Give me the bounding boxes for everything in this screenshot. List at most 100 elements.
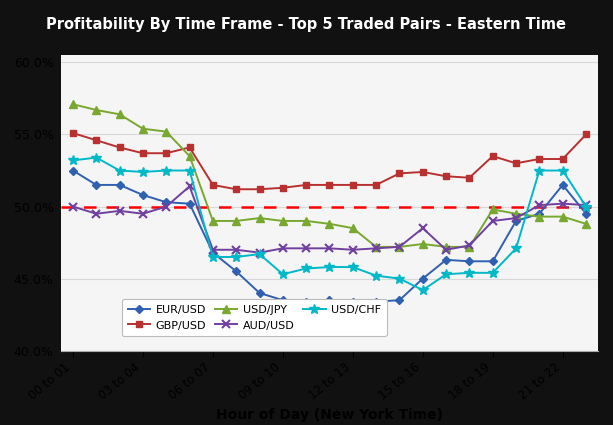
GBP/USD (349, 182, 357, 187)
EUR/USD (419, 276, 427, 281)
EUR/USD (512, 218, 520, 224)
USD/CHF (582, 204, 590, 209)
GBP/USD (162, 151, 170, 156)
USD/JPY (279, 218, 286, 224)
EUR/USD (139, 193, 147, 198)
USD/CHF (373, 273, 380, 278)
EUR/USD (396, 298, 403, 303)
USD/JPY (69, 102, 77, 107)
AUD/USD (466, 243, 473, 248)
EUR/USD (116, 182, 123, 187)
GBP/USD (396, 171, 403, 176)
X-axis label: Hour of Day (New York Time): Hour of Day (New York Time) (216, 408, 443, 422)
AUD/USD (489, 218, 497, 224)
AUD/USD (93, 211, 100, 216)
AUD/USD (326, 246, 333, 251)
AUD/USD (582, 203, 590, 208)
EUR/USD (373, 299, 380, 304)
AUD/USD (209, 247, 216, 252)
GBP/USD (559, 156, 566, 162)
EUR/USD (443, 257, 450, 262)
GBP/USD (302, 182, 310, 187)
Line: USD/JPY: USD/JPY (69, 100, 590, 251)
GBP/USD (536, 156, 543, 162)
USD/CHF (396, 276, 403, 281)
USD/JPY (116, 112, 123, 117)
USD/CHF (419, 288, 427, 293)
GBP/USD (232, 187, 240, 192)
EUR/USD (209, 250, 216, 255)
AUD/USD (419, 226, 427, 231)
USD/CHF (302, 266, 310, 271)
USD/JPY (559, 214, 566, 219)
AUD/USD (69, 204, 77, 209)
Line: GBP/USD: GBP/USD (70, 130, 589, 193)
USD/JPY (466, 244, 473, 249)
EUR/USD (559, 182, 566, 187)
AUD/USD (559, 201, 566, 206)
EUR/USD (162, 200, 170, 205)
EUR/USD (186, 201, 193, 206)
EUR/USD (279, 298, 286, 303)
AUD/USD (536, 203, 543, 208)
AUD/USD (512, 215, 520, 221)
USD/JPY (443, 244, 450, 249)
EUR/USD (466, 259, 473, 264)
USD/JPY (139, 126, 147, 131)
Text: Profitability By Time Frame - Top 5 Traded Pairs - Eastern Time: Profitability By Time Frame - Top 5 Trad… (47, 17, 566, 32)
AUD/USD (396, 244, 403, 249)
AUD/USD (373, 246, 380, 251)
USD/CHF (466, 270, 473, 275)
GBP/USD (69, 130, 77, 136)
USD/JPY (419, 241, 427, 246)
USD/JPY (232, 218, 240, 224)
USD/JPY (349, 226, 357, 231)
USD/CHF (279, 272, 286, 277)
USD/CHF (209, 255, 216, 260)
USD/CHF (139, 170, 147, 175)
EUR/USD (489, 259, 497, 264)
EUR/USD (326, 298, 333, 303)
GBP/USD (279, 185, 286, 190)
USD/JPY (93, 108, 100, 113)
GBP/USD (466, 175, 473, 180)
AUD/USD (302, 246, 310, 251)
USD/JPY (396, 244, 403, 249)
AUD/USD (139, 211, 147, 216)
GBP/USD (256, 187, 263, 192)
AUD/USD (279, 246, 286, 251)
GBP/USD (582, 132, 590, 137)
GBP/USD (489, 153, 497, 159)
GBP/USD (512, 161, 520, 166)
USD/JPY (582, 221, 590, 227)
GBP/USD (186, 145, 193, 150)
EUR/USD (256, 290, 263, 295)
EUR/USD (582, 211, 590, 216)
USD/CHF (349, 264, 357, 269)
EUR/USD (93, 182, 100, 187)
EUR/USD (232, 269, 240, 274)
USD/CHF (232, 255, 240, 260)
EUR/USD (69, 168, 77, 173)
USD/CHF (559, 168, 566, 173)
Line: EUR/USD: EUR/USD (70, 168, 589, 304)
Line: USD/CHF: USD/CHF (68, 153, 591, 295)
AUD/USD (162, 204, 170, 209)
USD/CHF (256, 252, 263, 257)
USD/JPY (302, 218, 310, 224)
AUD/USD (116, 208, 123, 213)
USD/JPY (162, 129, 170, 134)
GBP/USD (116, 145, 123, 150)
Line: AUD/USD: AUD/USD (69, 183, 590, 256)
GBP/USD (443, 174, 450, 179)
EUR/USD (302, 299, 310, 304)
EUR/USD (349, 299, 357, 304)
AUD/USD (232, 247, 240, 252)
USD/CHF (536, 168, 543, 173)
USD/CHF (186, 168, 193, 173)
Legend: EUR/USD, GBP/USD, USD/JPY, AUD/USD, USD/CHF: EUR/USD, GBP/USD, USD/JPY, AUD/USD, USD/… (122, 299, 387, 336)
AUD/USD (349, 247, 357, 252)
USD/CHF (69, 158, 77, 163)
USD/JPY (512, 211, 520, 216)
EUR/USD (536, 211, 543, 216)
